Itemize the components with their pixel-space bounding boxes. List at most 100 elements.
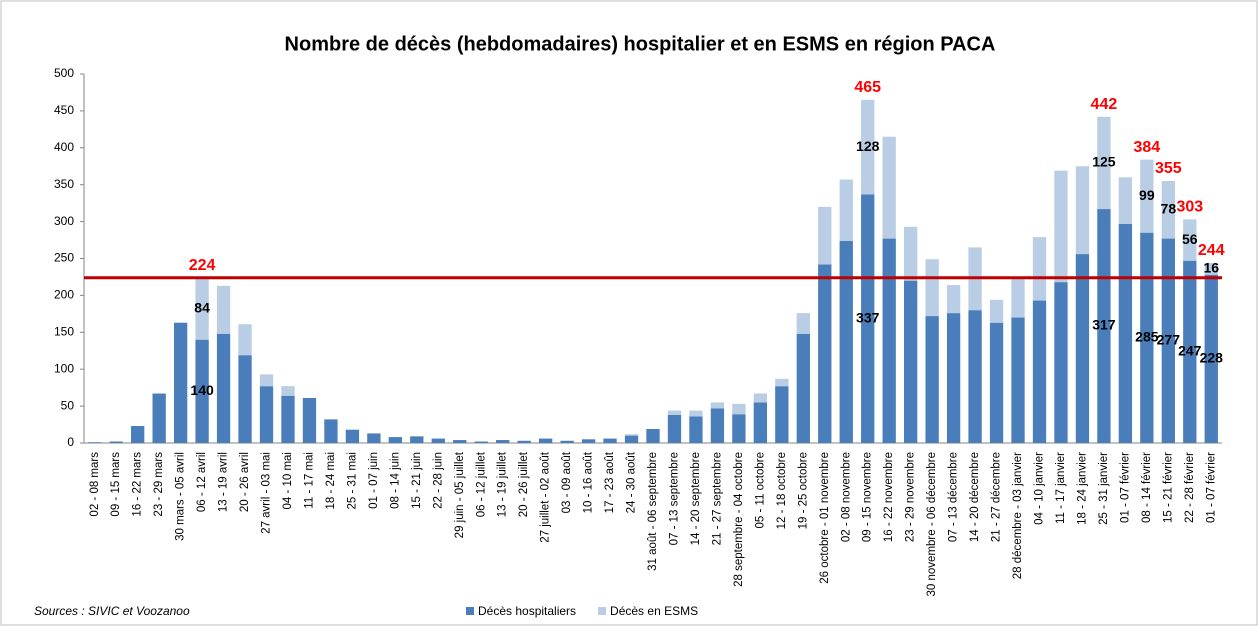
bar-segment: [1140, 232, 1154, 443]
bar-segment: [925, 316, 939, 443]
x-tick-label: 29 juin - 05 juillet: [454, 451, 466, 538]
y-tick-label: 500: [54, 66, 74, 80]
bar-segment: [1204, 262, 1218, 275]
bar-segment: [281, 386, 295, 396]
x-tick-label: 16 - 22 novembre: [883, 452, 895, 542]
legend-swatch: [598, 607, 607, 615]
bar-segment: [925, 259, 939, 317]
bar-segment: [496, 440, 510, 443]
data-label: 228: [1200, 350, 1224, 366]
total-label: 465: [854, 79, 881, 96]
x-tick-label: 17 - 23 août: [604, 451, 616, 513]
x-tick-label: 21 - 27 décembre: [991, 452, 1003, 542]
bar-segment: [861, 194, 875, 443]
bar-segment: [1204, 274, 1218, 443]
x-tick-label: 25 - 31 mai: [346, 452, 358, 510]
bar-segment: [710, 408, 725, 443]
bar-segment: [1140, 159, 1154, 233]
bar-segment: [259, 386, 274, 443]
y-tick-label: 400: [54, 140, 74, 154]
x-tick-label: 18 - 24 janvier: [1076, 452, 1088, 525]
bar-segment: [1075, 166, 1090, 255]
x-tick-label: 18 - 24 mai: [325, 452, 337, 510]
x-tick-label: 15 - 21 février: [1162, 452, 1174, 523]
bar-segment: [624, 435, 639, 443]
bar-segment: [195, 339, 209, 443]
y-tick-label: 150: [54, 324, 74, 338]
x-tick-label: 12 - 18 octobre: [776, 452, 788, 529]
x-tick-label: 04 - 10 mai: [282, 452, 294, 510]
bar-segment: [388, 437, 402, 443]
x-tick-label: 15 - 21 juin: [411, 452, 423, 509]
bar-segment: [538, 438, 553, 443]
bar-segment: [1011, 279, 1025, 318]
x-tick-label: 03 - 09 août: [561, 451, 573, 513]
bar-segment: [624, 434, 639, 436]
y-tick-label: 300: [54, 214, 74, 228]
data-label: 78: [1161, 200, 1177, 216]
x-tick-label: 23 - 29 novembre: [905, 452, 917, 542]
x-tick-label: 14 - 20 septembre: [690, 452, 702, 545]
bar-segment: [839, 179, 853, 241]
x-tick-label: 22 - 28 juin: [432, 452, 444, 509]
bar-segment: [216, 285, 231, 334]
x-tick-label: 04 - 10 janvier: [1034, 452, 1046, 525]
y-tick-label: 350: [54, 177, 74, 191]
x-tick-label: 08 - 14 février: [1141, 452, 1153, 523]
chart-title: Nombre de décès (hebdomadaires) hospital…: [285, 33, 996, 55]
total-label: 384: [1133, 139, 1160, 156]
data-label: 128: [856, 138, 880, 154]
data-label: 56: [1182, 231, 1198, 247]
bar-segment: [732, 403, 746, 415]
total-label: 224: [189, 257, 216, 274]
bar-segment: [732, 414, 746, 443]
bar-segment: [259, 374, 274, 387]
data-label: 140: [190, 382, 214, 398]
bar-segment: [818, 264, 832, 443]
total-label: 303: [1176, 199, 1203, 216]
x-tick-label: 30 mars - 05 avril: [175, 452, 187, 541]
bar-segment: [904, 226, 918, 281]
x-tick-label: 13 - 19 juillet: [497, 451, 509, 517]
x-tick-label: 01 - 07 février: [1119, 452, 1131, 523]
bar-segment: [796, 313, 810, 334]
x-tick-label: 20 - 26 avril: [239, 452, 251, 512]
bar-segment: [324, 419, 338, 443]
x-tick-label: 27 avril - 03 mai: [261, 452, 273, 534]
bar-segment: [1183, 219, 1197, 261]
x-tick-label: 19 - 25 octobre: [797, 452, 809, 529]
x-tick-label: 24 - 30 août: [626, 451, 638, 513]
x-tick-label: 28 décembre - 03 janvier: [1012, 452, 1024, 579]
x-tick-label: 16 - 22 mars: [132, 452, 144, 517]
bar-segment: [968, 310, 982, 443]
bar-segment: [1183, 260, 1197, 443]
bar-segment: [1054, 170, 1068, 283]
bar-segment: [1097, 116, 1111, 210]
x-tick-label: 25 - 31 janvier: [1098, 452, 1110, 525]
bar-segment: [1032, 300, 1047, 443]
data-label: 277: [1157, 331, 1181, 347]
bar-segment: [1097, 209, 1111, 443]
x-tick-label: 08 - 14 juin: [389, 452, 401, 509]
bar-segment: [689, 410, 703, 417]
bar-segment: [1161, 238, 1175, 443]
bar-segment: [753, 393, 768, 403]
x-tick-label: 06 - 12 juillet: [475, 451, 487, 517]
legend-label: Décès en ESMS: [610, 604, 698, 618]
bar-segment: [646, 428, 660, 443]
bar-segment: [302, 397, 317, 443]
x-tick-label: 02 - 08 mars: [89, 452, 101, 517]
x-tick-label: 11 - 17 mai: [303, 452, 315, 509]
x-tick-label: 05 - 11 octobre: [754, 452, 766, 529]
bar-segment: [603, 438, 617, 443]
y-tick-label: 250: [54, 251, 74, 265]
bar-segment: [216, 333, 231, 443]
bar-segment: [109, 441, 123, 443]
x-tick-label: 14 - 20 décembre: [969, 452, 981, 542]
x-tick-label: 30 novembre - 06 décembre: [926, 452, 938, 596]
bar-segment: [882, 136, 896, 239]
bar-segment: [281, 395, 295, 443]
bar-segment: [1118, 177, 1133, 224]
bar-segment: [775, 378, 789, 387]
bar-segment: [238, 324, 252, 356]
